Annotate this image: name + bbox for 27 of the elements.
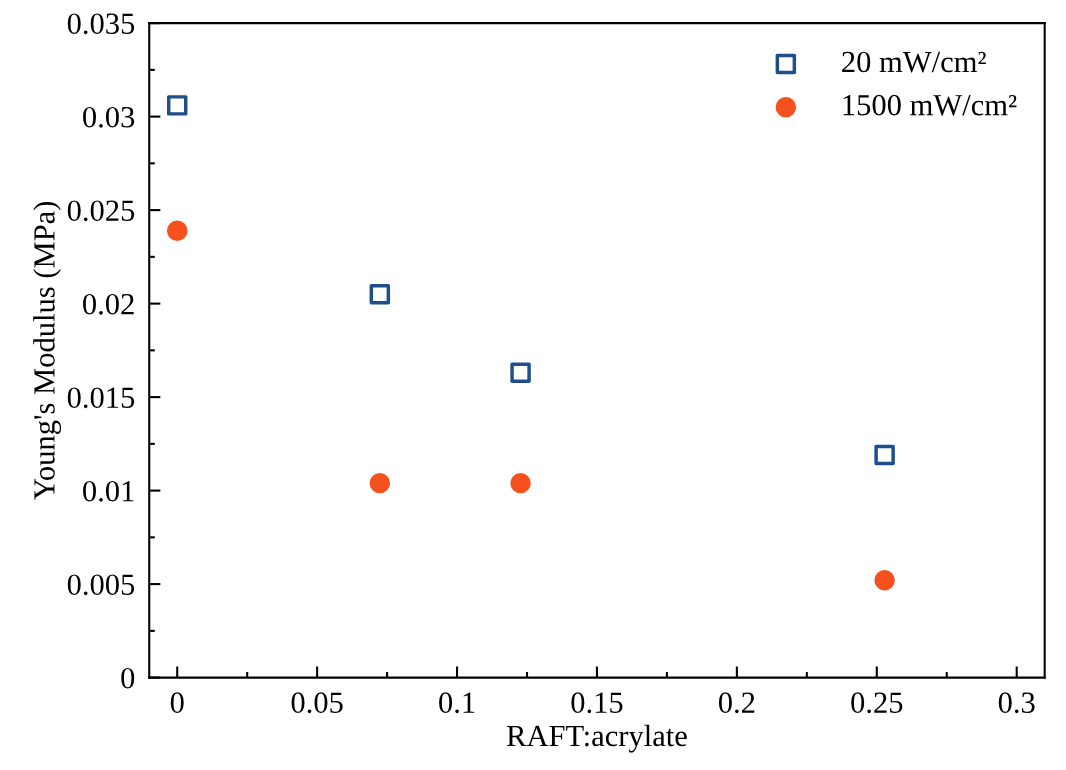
x-tick-label: 0 bbox=[170, 692, 184, 713]
x-tick-label: 0.2 bbox=[718, 692, 755, 714]
y-axis-title: Young's Modulus (MPa) bbox=[33, 201, 62, 500]
x-tick-label: 0.15 bbox=[571, 692, 623, 714]
x-tick-label: 0.25 bbox=[851, 692, 903, 714]
legend-label: 1500 mW/cm² bbox=[843, 94, 1017, 116]
legend-label: 20 mW/cm² bbox=[842, 51, 986, 73]
x-axis-title: RAFT:acrylate bbox=[506, 724, 687, 753]
y-tick-label: 0.03 bbox=[83, 106, 135, 128]
x-tick-label: 0.05 bbox=[291, 692, 343, 714]
y-tick-label: 0.02 bbox=[83, 293, 134, 315]
point bbox=[369, 284, 391, 305]
point bbox=[166, 220, 188, 241]
y-tick-label: 0.005 bbox=[67, 574, 135, 596]
point bbox=[510, 472, 531, 494]
x-tick-label: 0.1 bbox=[439, 692, 475, 714]
point bbox=[874, 444, 895, 466]
y-tick-label: 0 bbox=[121, 667, 135, 689]
y-tick-label: 0.015 bbox=[67, 387, 135, 409]
y-tick-label: 0.01 bbox=[83, 480, 134, 502]
point bbox=[369, 472, 391, 494]
y-tick-label: 0.035 bbox=[67, 13, 135, 35]
point bbox=[874, 570, 895, 591]
point bbox=[166, 95, 188, 116]
x-tick-label: 0.3 bbox=[998, 692, 1035, 714]
point bbox=[510, 362, 531, 384]
y-tick-label: 0.025 bbox=[67, 200, 135, 222]
